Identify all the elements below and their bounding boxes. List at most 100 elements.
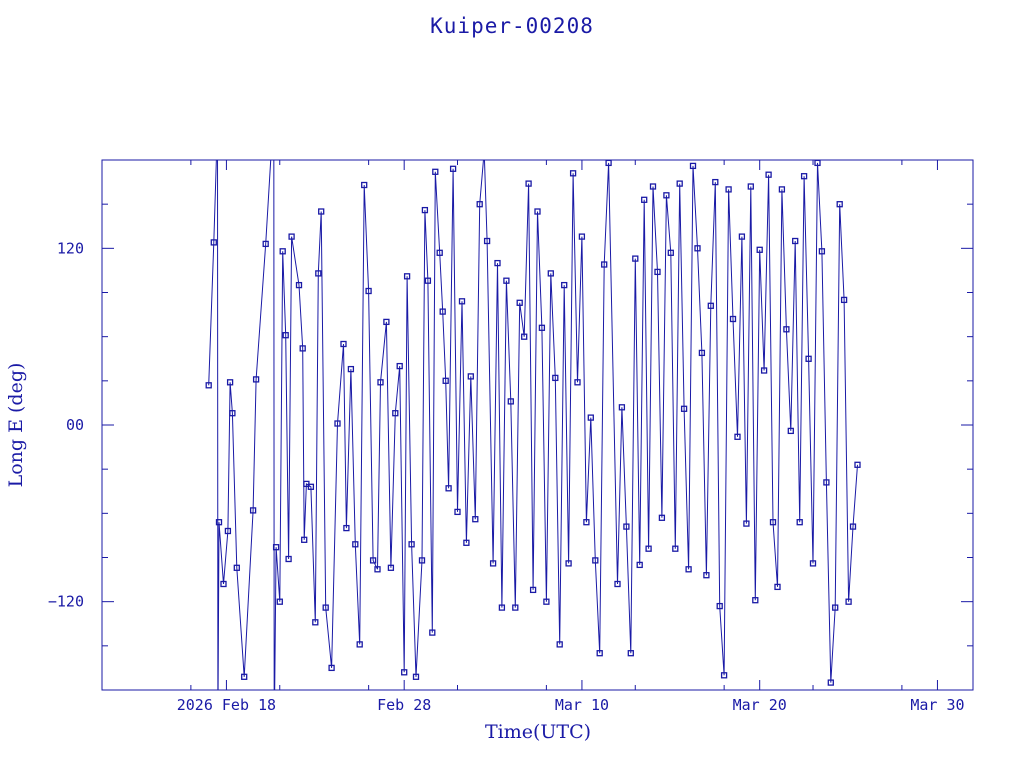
data-point [262,240,269,248]
data-point [412,673,420,680]
y-tick-label: −120 [48,593,84,611]
data-point [627,650,634,657]
data-point [694,245,701,252]
data-point [774,583,781,591]
data-point [738,233,746,240]
data-point [689,162,697,170]
data-point [636,561,643,569]
data-point [538,324,546,331]
data-point [476,201,483,208]
data-point [432,168,439,175]
data-point [454,508,461,516]
data-point [343,524,350,532]
data-point [823,479,830,486]
y-axis-label: Long E (deg) [5,363,27,488]
data-point [778,186,786,193]
data-point [827,679,834,686]
data-point [734,433,741,440]
data-point [529,586,537,594]
data-point [503,277,510,284]
data-point [436,249,443,256]
series-layer [205,160,861,690]
data-point [383,318,390,326]
data-point [442,377,449,384]
y-tick-label: 00 [66,416,84,434]
data-point [334,420,341,427]
x-tick-label: Feb 28 [377,696,431,714]
x-tick-label: Mar 30 [910,696,964,714]
series-line [208,160,858,690]
data-point [210,239,217,246]
data-point [272,544,280,551]
data-point [800,173,808,180]
data-point [445,485,452,492]
data-point [374,566,381,573]
chart-title: Kuiper-00208 [430,14,594,38]
data-point [792,237,799,245]
data-point [233,564,240,571]
x-tick-label: 2026 Feb 18 [177,696,276,714]
data-point [356,641,363,648]
data-point [421,206,429,214]
data-point [672,545,679,552]
data-point [288,233,295,240]
x-tick-label: Mar 10 [555,696,609,714]
data-point [720,672,728,679]
data-point [587,414,594,421]
data-point [347,365,355,373]
data-point [583,519,590,526]
data-point [392,410,399,417]
data-point [760,367,768,374]
data-point [676,180,683,187]
data-point [252,376,260,383]
data-point [596,650,603,657]
data-point [279,248,286,255]
data-point [743,520,750,527]
data-point [224,527,232,535]
data-point [783,326,790,333]
data-point [854,461,861,468]
data-point [387,564,395,571]
data-point [756,246,763,253]
data-point [703,572,710,579]
data-point [439,308,446,315]
data-point [322,604,329,611]
data-point [205,382,212,389]
y-tick-label: 120 [57,239,84,257]
data-point [215,519,223,526]
data-point [458,298,466,305]
data-point [667,249,674,256]
data-point [352,541,359,548]
x-axis-label: Time(UTC) [485,721,591,743]
data-point [632,255,639,262]
data-point [467,373,474,380]
data-point [424,277,432,284]
data-point [525,180,532,187]
data-point [747,183,754,190]
data-point [832,604,839,611]
data-point [543,598,550,605]
data-point [805,355,812,362]
data-point [226,379,234,386]
data-point [680,405,688,412]
data-point [295,281,303,289]
data-point [809,560,817,567]
data-point [361,181,368,189]
data-point [307,483,315,490]
data-point [623,523,630,530]
data-point [601,261,608,268]
data-point [507,398,514,405]
data-point [534,208,541,215]
data-point [282,332,289,339]
data-point [712,178,719,186]
data-point [618,404,626,411]
data-point [698,349,706,357]
data-point [396,362,403,370]
data-point [840,296,848,304]
data-point [489,560,497,567]
data-point [299,345,306,352]
data-point [574,379,581,386]
data-point [565,560,572,567]
data-point [463,539,470,546]
data-point [578,233,586,240]
